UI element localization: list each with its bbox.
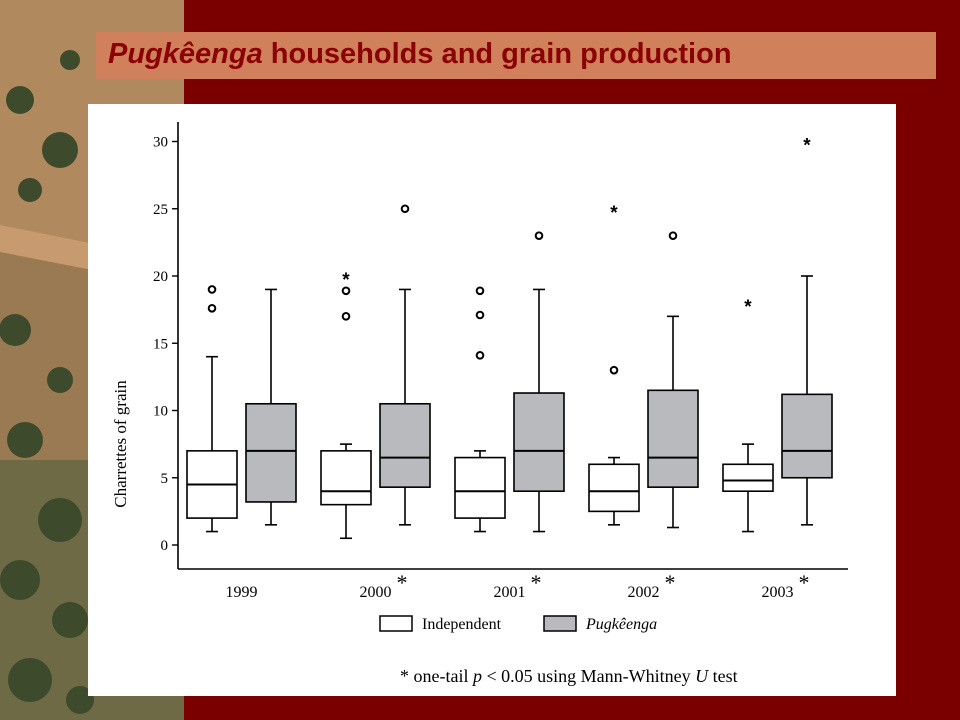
x-tick-label: 2002 <box>628 584 660 601</box>
y-tick-label: 30 <box>153 135 168 151</box>
box <box>647 389 699 488</box>
outlier-point <box>400 204 410 214</box>
box <box>379 402 431 488</box>
outlier-point <box>475 286 485 296</box>
x-tick-label: 2001 <box>494 584 526 601</box>
box <box>588 463 640 513</box>
title-banner: Pugkêenga households and grain productio… <box>96 32 936 79</box>
legend-swatch-independent <box>379 615 413 632</box>
outlier-point <box>534 231 544 240</box>
footnote-star: * one-tail <box>400 666 473 686</box>
footnote: * one-tail p < 0.05 using Mann-Whitney U… <box>400 666 738 687</box>
outlier-point <box>475 310 485 320</box>
outlier-point <box>207 303 217 313</box>
satellite-trees <box>0 50 94 714</box>
footnote-mid: < 0.05 using Mann-Whitney <box>481 666 696 686</box>
y-tick-label: 5 <box>161 471 169 487</box>
boxplot-chart: 0 5 10 15 20 25 30 * * * * 1999 2000 * 2001 * 2002 * 200… <box>111 122 848 633</box>
x-tick-label: 1999 <box>226 584 258 601</box>
box <box>320 450 372 506</box>
x-axis-labels: 1999 2000 * 2001 * 2002 * 2003 * <box>226 570 810 601</box>
boxplot-boxes: * * * * <box>186 136 833 540</box>
outlier-point <box>609 365 619 375</box>
y-axis-ticks: 0 5 10 15 20 25 30 <box>153 135 178 554</box>
significance-mark: * <box>665 570 676 595</box>
slide-title: Pugkêenga households and grain productio… <box>108 38 732 71</box>
footnote-p: p <box>472 666 482 686</box>
outlier-point <box>207 285 217 294</box>
extreme-point: * <box>803 136 811 157</box>
extreme-point: * <box>610 203 618 224</box>
legend-swatch-pugkeenga <box>543 615 577 632</box>
footnote-tail: test <box>708 666 738 686</box>
significance-mark: * <box>799 570 810 595</box>
y-tick-label: 0 <box>161 538 169 554</box>
extreme-point: * <box>744 297 752 318</box>
legend-label-independent: Independent <box>422 616 502 633</box>
x-tick-label: 2003 <box>762 584 794 601</box>
slide-title-rest: households and grain production <box>262 38 732 70</box>
y-tick-label: 25 <box>153 202 168 218</box>
slide-title-italic: Pugkêenga <box>108 38 263 70</box>
chart-panel: 0 5 10 15 20 25 30 * * * * 1999 2000 * 2001 * 2002 * 200… <box>88 104 896 696</box>
legend: Independent Pugkêenga <box>379 615 657 633</box>
box <box>513 392 565 493</box>
y-tick-label: 20 <box>153 269 168 285</box>
extreme-point: * <box>342 270 350 291</box>
y-tick-label: 10 <box>153 404 168 420</box>
significance-mark: * <box>397 570 408 595</box>
y-tick-label: 15 <box>153 336 168 352</box>
footnote-u: U <box>695 666 709 686</box>
outlier-point <box>341 286 351 296</box>
box <box>781 393 833 479</box>
significance-mark: * <box>531 570 542 595</box>
outlier-point <box>475 351 485 360</box>
box <box>454 456 506 519</box>
box <box>722 463 774 492</box>
outlier-point <box>668 231 678 240</box>
outlier-point <box>341 312 351 321</box>
x-tick-label: 2000 <box>360 584 392 601</box>
legend-label-pugkeenga: Pugkêenga <box>585 616 657 633</box>
y-axis-label: Charrettes of grain <box>111 380 130 508</box>
box <box>245 402 297 503</box>
